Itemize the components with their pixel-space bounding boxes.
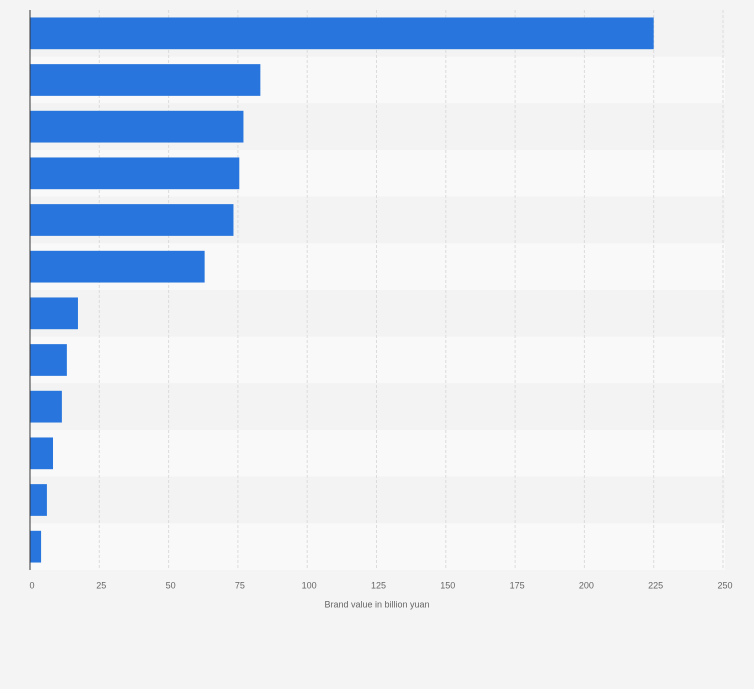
bar [30, 530, 42, 563]
row-band [30, 290, 725, 337]
bar [30, 297, 78, 330]
row-band [30, 476, 725, 524]
bar [30, 437, 54, 470]
x-tick-label: 225 [648, 580, 663, 590]
x-tick-label: 175 [510, 580, 525, 590]
bar [30, 250, 205, 283]
row-band [30, 336, 725, 384]
row-band [30, 523, 725, 570]
x-tick-label: 50 [166, 580, 176, 590]
x-axis-label: Brand value in billion yuan [324, 599, 429, 609]
bar [30, 390, 62, 423]
x-tick-label: 75 [235, 580, 245, 590]
x-tick-label: 250 [717, 580, 732, 590]
bar [30, 344, 67, 376]
bar [30, 17, 654, 50]
bar [30, 64, 261, 96]
row-band [30, 430, 725, 477]
x-tick-label: 125 [371, 580, 386, 590]
x-tick-label: 150 [440, 580, 455, 590]
bar [30, 110, 244, 143]
x-tick-label: 200 [579, 580, 594, 590]
x-tick-label: 25 [96, 580, 106, 590]
row-band [30, 383, 725, 430]
bar [30, 204, 234, 236]
x-tick-label: 100 [302, 580, 317, 590]
bar [30, 157, 240, 190]
x-tick-label: 0 [29, 580, 34, 590]
bar [30, 484, 47, 516]
